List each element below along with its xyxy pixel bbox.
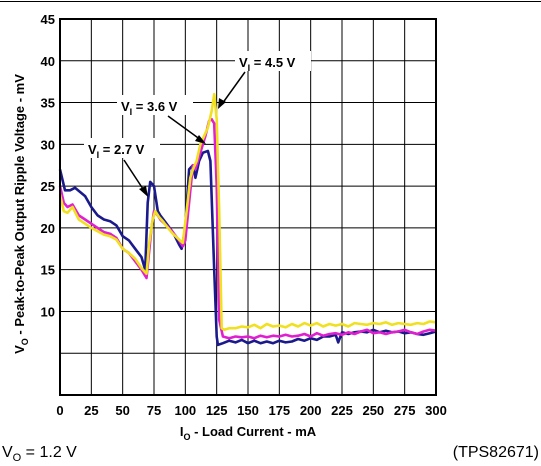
x-tick-labels: 0 25 50 75 100 125 150 175 200 225 250 275 300 bbox=[56, 403, 446, 418]
y-tick-label: 40 bbox=[41, 54, 55, 69]
annotation-box-2-7 bbox=[84, 138, 160, 158]
x-tick-label: 75 bbox=[147, 403, 161, 418]
annotation-label-3-6: VI = 3.6 V bbox=[121, 99, 178, 117]
annotation-arrow-4-5 bbox=[221, 71, 246, 105]
y-tick-label: 15 bbox=[41, 263, 55, 278]
y-tick-label: 10 bbox=[41, 304, 55, 319]
y-tick-label: 35 bbox=[41, 96, 55, 111]
annotations: VI = 2.7 V VI = 3.6 V VI = 4.5 V bbox=[84, 51, 311, 197]
x-tick-label: 300 bbox=[425, 403, 447, 418]
annotation-label-2-7: VI = 2.7 V bbox=[88, 142, 145, 160]
y-axis-label: VO - Peak-to-Peak Output Ripple Voltage … bbox=[12, 74, 30, 354]
annotation-box-4-5 bbox=[235, 51, 311, 71]
x-tick-label: 200 bbox=[300, 403, 322, 418]
x-tick-label: 125 bbox=[206, 403, 228, 418]
y-tick-label: 20 bbox=[41, 221, 55, 236]
y-tick-label: 45 bbox=[41, 12, 55, 27]
annotation-arrowhead-3-6 bbox=[195, 135, 206, 144]
grid bbox=[59, 18, 437, 396]
annotation-box-3-6 bbox=[117, 95, 193, 115]
footer-condition: VO = 1.2 V bbox=[2, 444, 77, 465]
annotation-label-4-5: VI = 4.5 V bbox=[239, 55, 296, 73]
x-tick-label: 175 bbox=[268, 403, 290, 418]
x-tick-label: 25 bbox=[84, 403, 98, 418]
ripple-voltage-chart: 0 25 50 75 100 125 150 175 200 225 250 275 300 10 15 2… bbox=[12, 12, 447, 440]
annotation-arrow-3-6 bbox=[167, 115, 202, 141]
annotation-arrow-2-7 bbox=[123, 159, 146, 193]
x-tick-label: 250 bbox=[362, 403, 384, 418]
y-tick-label: 25 bbox=[41, 179, 55, 194]
plot-frame bbox=[59, 18, 437, 396]
x-tick-label: 100 bbox=[174, 403, 196, 418]
x-tick-label: 275 bbox=[394, 403, 416, 418]
annotation-arrowhead-4-5 bbox=[218, 98, 226, 109]
series-layer bbox=[58, 92, 437, 347]
y-tick-label: 30 bbox=[41, 137, 55, 152]
annotation-arrowhead-2-7 bbox=[139, 186, 148, 197]
y-tick-labels: 10 15 20 25 30 35 40 45 bbox=[41, 12, 55, 319]
x-tick-label: 50 bbox=[115, 403, 129, 418]
x-axis-label: IO - Load Current - mA bbox=[180, 424, 317, 440]
series-line-2 bbox=[58, 92, 437, 332]
x-tick-label: 225 bbox=[331, 403, 353, 418]
x-tick-label: 0 bbox=[56, 403, 63, 418]
top-rule bbox=[0, 1, 541, 2]
footer-part-number: (TPS82671) bbox=[452, 444, 539, 461]
x-tick-label: 150 bbox=[237, 403, 259, 418]
